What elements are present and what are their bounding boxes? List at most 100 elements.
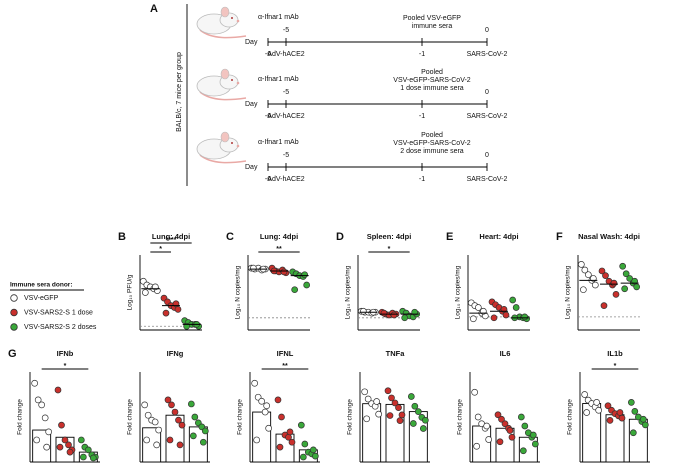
data-point xyxy=(276,443,284,451)
data-point xyxy=(622,270,630,278)
data-point xyxy=(258,397,266,405)
data-point xyxy=(421,416,429,424)
mouse-ear xyxy=(220,68,230,80)
data-point xyxy=(54,386,62,394)
data-point xyxy=(401,314,409,322)
serum-label: Pooled xyxy=(421,69,443,76)
mouse-nose xyxy=(236,81,240,85)
data-point xyxy=(626,275,634,282)
data-point xyxy=(390,311,398,319)
side-label: BALB/c, 7 mice per group xyxy=(176,52,183,132)
data-point xyxy=(639,415,647,423)
data-point xyxy=(469,315,477,323)
data-point xyxy=(301,440,309,448)
data-point xyxy=(253,436,261,444)
data-point xyxy=(616,409,624,416)
data-point xyxy=(373,398,381,405)
data-point xyxy=(521,313,529,321)
significance-label: * xyxy=(614,363,617,370)
day-value: -6 xyxy=(265,113,271,120)
data-point xyxy=(627,399,635,406)
data-point xyxy=(175,416,182,424)
data-point xyxy=(579,286,587,294)
significance-label: * xyxy=(159,246,162,253)
day-value: 0 xyxy=(485,152,489,159)
data-point xyxy=(531,440,539,448)
data-point xyxy=(280,268,288,276)
data-point xyxy=(602,272,609,279)
data-point xyxy=(631,408,639,415)
data-point xyxy=(84,446,92,454)
treatment-label: α-Ifnar1 mAb xyxy=(258,14,299,21)
data-point xyxy=(144,411,152,419)
day-label: Day xyxy=(245,39,258,46)
data-point xyxy=(291,286,299,294)
legend-marker xyxy=(10,294,18,302)
significance-label: **** xyxy=(166,237,177,244)
data-point xyxy=(508,433,516,441)
data-point xyxy=(359,307,367,315)
treatment-label: AdV-hACE2 xyxy=(267,51,304,58)
panel-label: E xyxy=(446,231,453,243)
data-point xyxy=(187,400,195,408)
day-value: -5 xyxy=(283,27,289,34)
day-value: -5 xyxy=(283,89,289,96)
data-point xyxy=(375,410,383,418)
y-axis-label: Log₁₀ N copies/mg xyxy=(565,265,572,319)
data-point xyxy=(65,441,72,449)
mouse-nose xyxy=(236,19,240,23)
chart-title: IFNL xyxy=(277,349,294,358)
data-point xyxy=(490,314,498,322)
data-point xyxy=(288,438,296,446)
data-point xyxy=(407,393,415,400)
data-point xyxy=(581,391,589,398)
data-point xyxy=(396,417,404,424)
data-point xyxy=(411,402,419,410)
data-point xyxy=(45,428,53,436)
data-point xyxy=(38,401,46,409)
data-point xyxy=(391,399,399,407)
day-value: 0 xyxy=(485,89,489,96)
data-point xyxy=(629,429,637,437)
day-value: 0 xyxy=(485,27,489,34)
chart-title: IFNb xyxy=(57,349,74,358)
day-value: -6 xyxy=(265,176,271,183)
y-axis-label: Log₁₀ N copies/mg xyxy=(235,265,242,319)
y-axis-label: Log₁₀ N copies/mg xyxy=(345,265,352,319)
y-axis-label: Fold change xyxy=(17,399,24,435)
data-point xyxy=(398,411,406,419)
data-point xyxy=(610,279,618,287)
data-point xyxy=(414,408,422,415)
data-point xyxy=(598,267,606,275)
data-point xyxy=(364,395,372,403)
chart-title: Heart: 4dpi xyxy=(479,232,518,241)
panel-label: A xyxy=(150,3,158,15)
data-point xyxy=(265,424,273,432)
data-point xyxy=(512,304,520,311)
data-point xyxy=(61,436,69,444)
serum-label: 1 dose immune sera xyxy=(400,85,464,92)
data-point xyxy=(471,388,479,396)
serum-label: VSV-eGFP-SARS-CoV-2 xyxy=(393,77,471,84)
panel-label: B xyxy=(118,231,126,243)
data-point xyxy=(174,306,182,313)
legend-title: Immune sera donor: xyxy=(10,282,72,289)
y-axis-label: Fold change xyxy=(347,399,354,435)
data-point xyxy=(583,409,591,416)
chart-title: IFNg xyxy=(167,349,184,358)
data-point xyxy=(89,454,97,462)
legend-label: VSV-SARS2-S 1 dose xyxy=(24,309,93,316)
data-point xyxy=(201,427,209,435)
data-point xyxy=(380,309,388,317)
data-point xyxy=(395,404,402,411)
data-point xyxy=(199,438,207,446)
data-point xyxy=(474,413,482,421)
y-axis-label: Log₁₀ N copies/mg xyxy=(455,265,462,319)
panel-label: D xyxy=(336,231,344,243)
data-point xyxy=(309,446,317,454)
mouse-eye xyxy=(231,142,233,144)
treatment-label: α-Ifnar1 mAb xyxy=(258,139,299,146)
data-point xyxy=(633,283,641,291)
mouse-ear xyxy=(220,131,230,143)
